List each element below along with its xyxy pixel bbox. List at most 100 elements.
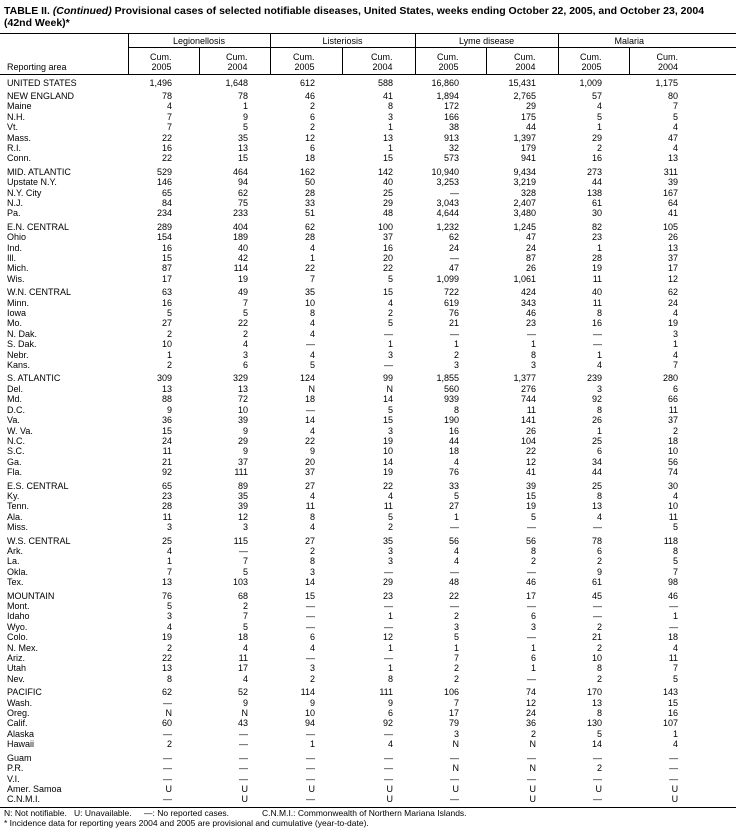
value-cell: 190	[444, 415, 460, 426]
row-filler	[700, 222, 736, 232]
value-cell: 37	[238, 456, 249, 467]
value-cell: 50	[305, 177, 316, 188]
value-cell: 5	[597, 728, 603, 739]
value-cell: 4	[673, 308, 679, 319]
value-cell: 8	[454, 404, 460, 415]
value-cell: 4	[310, 522, 316, 533]
value-cell: 5	[243, 122, 249, 133]
value-cell: 34	[592, 456, 603, 467]
value-cell: 3,253	[436, 177, 460, 188]
value-cell: —	[306, 773, 316, 784]
value-cell: 32	[449, 142, 460, 153]
value-cell: —	[527, 601, 537, 611]
value-cell: 22	[161, 653, 172, 664]
value-cell: 60	[161, 718, 172, 729]
value-cell: 529	[156, 166, 172, 177]
value-cell: —	[306, 611, 316, 622]
row-filler	[700, 153, 736, 163]
row-filler	[700, 436, 736, 446]
table-row: N.H. 7 9 6 3 166 175 5 5	[0, 112, 736, 122]
value-cell: 8	[388, 101, 394, 112]
value-cell: 2	[166, 328, 172, 339]
value-cell: —	[527, 328, 537, 339]
group-header-lyme-disease: Lyme disease	[414, 33, 559, 48]
row-filler	[700, 632, 736, 642]
year-label-malaria-2004: 2004	[628, 61, 701, 74]
value-cell: 172	[444, 101, 460, 112]
value-cell: 27	[305, 480, 316, 491]
value-cell: 39	[238, 501, 249, 512]
value-cell: 9	[243, 111, 249, 122]
value-cell: N	[529, 739, 537, 750]
value-cell: 39	[526, 480, 537, 491]
value-cell: 3	[597, 383, 603, 394]
value-cell: 5	[454, 490, 460, 501]
value-cell: 1,061	[513, 273, 537, 284]
value-cell: —	[239, 739, 249, 750]
value-cell: 35	[383, 535, 394, 546]
value-cell: 8	[597, 490, 603, 501]
value-cell: 2	[597, 673, 603, 684]
value-cell: 75	[238, 197, 249, 208]
value-cell: 23	[383, 590, 394, 601]
value-cell: 4	[454, 456, 460, 467]
row-filler	[700, 536, 736, 546]
value-cell: 4	[673, 642, 679, 653]
value-cell: —	[384, 763, 394, 774]
table-row-region: W.N. CENTRAL 63 49 35 15 722 424 40 62	[0, 287, 736, 297]
value-cell: 1	[388, 122, 394, 133]
table-title: TABLE II. (Continued) Provisional cases …	[4, 5, 732, 29]
table-row: Amer. Samoa U U U U U U U U	[0, 784, 736, 794]
value-cell: 4	[597, 360, 603, 371]
value-cell: 22	[383, 263, 394, 274]
row-filler	[700, 577, 736, 587]
value-cell: 61	[592, 577, 603, 588]
row-filler	[700, 198, 736, 208]
value-cell: 22	[238, 318, 249, 329]
table-row: Ill. 15 42 1 20 — 87 28 37	[0, 253, 736, 263]
value-cell: 239	[587, 373, 603, 384]
title-continued: (Continued)	[52, 5, 112, 17]
value-cell: 3	[310, 663, 316, 674]
reporting-area-cell: Tex.	[7, 577, 24, 588]
value-cell: 57	[592, 90, 603, 101]
value-cell: 62	[305, 221, 316, 232]
value-cell: 30	[668, 480, 679, 491]
cum-label-legionellosis-2005: Cum.	[127, 47, 199, 62]
reporting-area-cell: Nev.	[7, 673, 25, 684]
value-cell: 114	[233, 263, 249, 274]
value-cell: —	[163, 794, 172, 805]
table-row: Pa. 234 233 51 48 4,644 3,480 30 41	[0, 208, 736, 218]
table-row: Colo. 19 18 6 12 5 — 21 18	[0, 632, 736, 642]
row-filler	[700, 339, 736, 349]
value-cell: 1	[243, 101, 249, 112]
value-cell: 311	[663, 166, 679, 177]
value-cell: 15	[383, 153, 394, 164]
value-cell: 19	[383, 435, 394, 446]
value-cell: 4	[673, 490, 679, 501]
value-cell: 7	[673, 360, 679, 371]
row-filler	[700, 78, 736, 88]
row-filler	[700, 263, 736, 273]
value-cell: 29	[383, 577, 394, 588]
value-cell: 16	[161, 297, 172, 308]
row-filler	[700, 687, 736, 697]
value-cell: —	[593, 601, 603, 611]
value-cell: 5	[673, 522, 679, 533]
value-cell: 2	[673, 425, 679, 436]
value-cell: 4	[166, 621, 172, 632]
table-row: Md. 88 72 18 14 939 744 92 66	[0, 394, 736, 404]
value-cell: 15	[668, 697, 679, 708]
value-cell: 1	[166, 556, 172, 567]
table-row: Ohio 154 189 28 37 62 47 23 26	[0, 232, 736, 242]
row-filler	[700, 446, 736, 456]
reporting-area-cell: MOUNTAIN	[7, 590, 55, 601]
value-cell: 36	[526, 718, 537, 729]
value-cell: N	[452, 763, 460, 774]
value-cell: —	[450, 566, 460, 577]
reporting-area-cell: La.	[7, 556, 20, 567]
row-filler	[700, 522, 736, 532]
reporting-area-cell: Maine	[7, 101, 32, 112]
row-filler	[700, 481, 736, 491]
row-filler	[700, 763, 736, 773]
